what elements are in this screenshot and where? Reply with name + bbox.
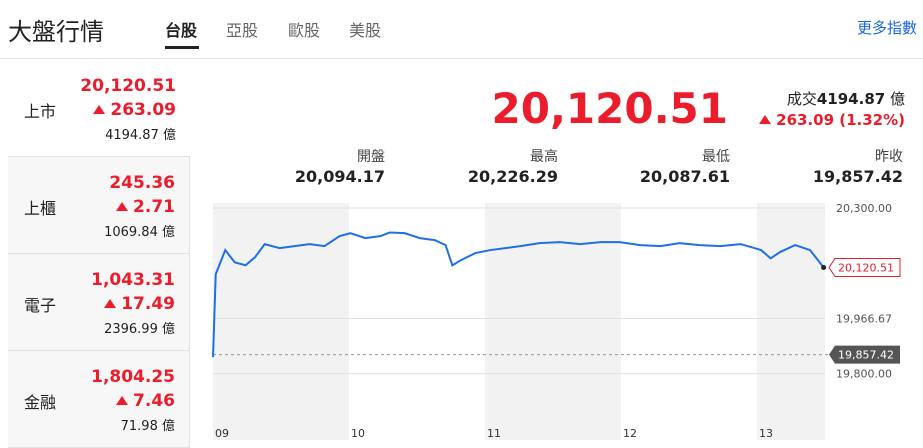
stat-label: 最高 [530,149,558,165]
stat-value: 20,087.61 [639,167,730,186]
market-change-value: 2.71 [133,197,175,217]
market-volume: 4194.87 [105,128,159,143]
x-tick-label: 11 [487,427,501,440]
market-volume: 1069.84 億 [104,221,175,240]
last-tag-bg [828,257,901,277]
reference-tag: 19,857.42 [838,349,894,362]
more-link[interactable]: 更多指數 [857,19,918,37]
market-change-value: 7.46 [133,391,175,411]
market-volume: 2396.99 [104,322,158,337]
market-change-value: 17.49 [121,294,175,314]
volume-label: 成交 [786,90,817,108]
price-line [212,231,825,358]
main-change: 263.09 (1.32%) [759,111,905,129]
band [213,203,349,440]
market-change: 2.71 [116,197,175,217]
last-dot [821,264,827,270]
market-name: 電子 [24,296,57,315]
band [757,203,825,440]
volume-value: 4194.87 [816,90,886,108]
market-unit: 億 [161,322,175,337]
market-name: 上櫃 [24,199,57,218]
main-change-value: 263.09 (1.32%) [776,111,905,129]
volume-unit: 億 [889,90,905,108]
stat-value: 20,094.17 [294,167,385,186]
market-volume: 71.98 億 [121,415,175,434]
x-tick-label: 13 [759,427,773,440]
market-unit: 億 [161,225,175,240]
tab-underline [165,46,199,49]
band [485,203,621,440]
tab[interactable]: 歐股 [288,21,321,40]
market-change-value: 263.09 [110,100,176,120]
x-tick-label: 10 [351,427,365,440]
x-tick-label: 12 [623,427,637,440]
market-volume: 71.98 [120,419,158,434]
market-name: 上市 [24,102,57,121]
reference-tag-bg [829,345,900,364]
market-change: 263.09 [93,100,176,120]
market-volume: 1069.84 [104,225,158,240]
market-price: 20,120.51 [80,76,176,96]
market-name: 金融 [24,393,57,412]
y-tick-label: 19,800.00 [836,368,892,381]
y-tick-label: 19,966.67 [836,312,892,325]
market-row[interactable]: 金融 1,804.25 7.46 71.98 億 [8,351,190,448]
tab[interactable]: 美股 [349,21,382,40]
market-change: 7.46 [116,391,175,411]
stat-value: 20,226.29 [467,167,558,186]
tab[interactable]: 台股 [165,21,198,40]
market-volume: 2396.99 億 [104,318,175,337]
market-price: 1,043.31 [91,270,175,290]
market-price: 245.36 [109,173,175,193]
stat-label: 最低 [702,149,730,165]
market-volume: 4194.87 億 [105,124,176,143]
divider [0,58,923,59]
page-title: 大盤行情 [8,18,104,46]
last-tag: 20,120.51 [838,261,894,274]
y-tick-label: 20,300.00 [836,202,892,215]
market-row[interactable]: 上市 20,120.51 263.09 4194.87 億 [8,60,190,157]
stat-value: 19,857.42 [812,167,903,186]
stat-label: 昨收 [875,149,903,165]
market-change: 17.49 [104,294,175,314]
volume-line: 成交4194.87 億 [787,88,905,109]
tab[interactable]: 亞股 [226,21,259,40]
market-row[interactable]: 上櫃 245.36 2.71 1069.84 億 [8,157,190,254]
main-price: 20,120.51 [491,84,728,133]
market-unit: 億 [161,419,175,434]
market-price: 1,804.25 [91,367,175,387]
market-unit: 億 [162,128,176,143]
x-tick-label: 09 [215,427,229,440]
stat-label: 開盤 [357,149,385,165]
market-row[interactable]: 電子 1,043.31 17.49 2396.99 億 [8,254,190,351]
